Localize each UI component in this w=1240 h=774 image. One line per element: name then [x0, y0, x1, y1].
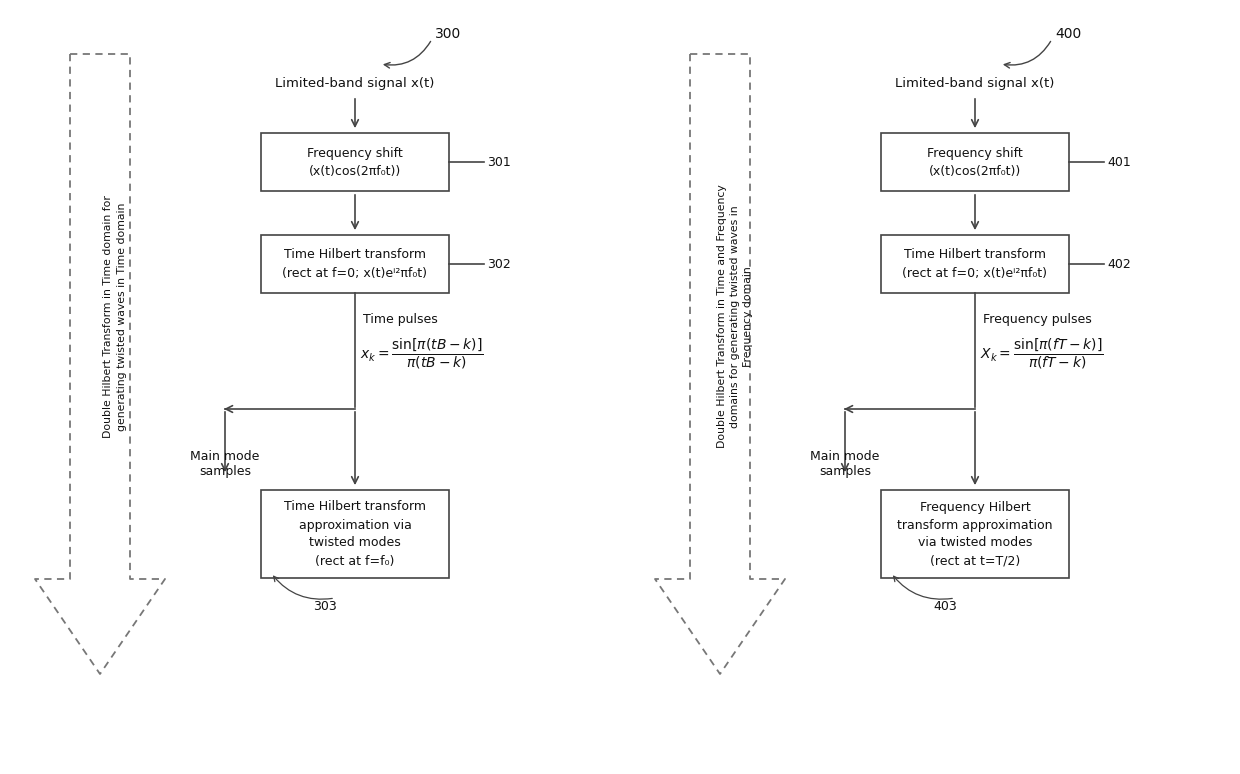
FancyBboxPatch shape: [880, 490, 1069, 578]
Text: 302: 302: [487, 258, 511, 270]
Text: 303: 303: [314, 600, 337, 612]
Text: Double Hilbert Transform in Time and Frequency
domains for generating twisted wa: Double Hilbert Transform in Time and Fre…: [717, 185, 753, 448]
Text: 401: 401: [1107, 156, 1131, 169]
Text: $X_k = \dfrac{\sin[\pi(fT-k)]}{\pi(fT-k)}$: $X_k = \dfrac{\sin[\pi(fT-k)]}{\pi(fT-k)…: [980, 337, 1104, 372]
Text: Limited-band signal x(t): Limited-band signal x(t): [275, 77, 435, 91]
FancyBboxPatch shape: [880, 133, 1069, 191]
Text: Limited-band signal x(t): Limited-band signal x(t): [895, 77, 1055, 91]
Text: Frequency pulses: Frequency pulses: [983, 313, 1091, 326]
Text: Time pulses: Time pulses: [363, 313, 438, 326]
Text: Frequency shift
(x(t)cos(2πf₀t)): Frequency shift (x(t)cos(2πf₀t)): [308, 146, 403, 177]
Text: 402: 402: [1107, 258, 1131, 270]
Text: Main mode
samples: Main mode samples: [810, 450, 879, 478]
Text: Frequency Hilbert
transform approximation
via twisted modes
(rect at t=T/2): Frequency Hilbert transform approximatio…: [898, 501, 1053, 567]
Text: $x_k = \dfrac{\sin[\pi(tB-k)]}{\pi(tB-k)}$: $x_k = \dfrac{\sin[\pi(tB-k)]}{\pi(tB-k)…: [360, 337, 484, 372]
Text: 403: 403: [934, 600, 957, 612]
FancyBboxPatch shape: [880, 235, 1069, 293]
Text: Double Hilbert Transform in Time domain for
generating twisted waves in Time dom: Double Hilbert Transform in Time domain …: [103, 195, 126, 438]
FancyBboxPatch shape: [260, 133, 449, 191]
FancyBboxPatch shape: [260, 490, 449, 578]
Text: 301: 301: [487, 156, 511, 169]
Text: Time Hilbert transform
(rect at f=0; x(t)eⁱ²πf₀t): Time Hilbert transform (rect at f=0; x(t…: [283, 248, 428, 279]
Text: Frequency shift
(x(t)cos(2πf₀t)): Frequency shift (x(t)cos(2πf₀t)): [928, 146, 1023, 177]
Text: Main mode
samples: Main mode samples: [190, 450, 259, 478]
Text: Time Hilbert transform
approximation via
twisted modes
(rect at f=f₀): Time Hilbert transform approximation via…: [284, 501, 427, 567]
Text: 300: 300: [435, 27, 461, 41]
FancyBboxPatch shape: [260, 235, 449, 293]
Text: 400: 400: [1055, 27, 1081, 41]
Text: Time Hilbert transform
(rect at f=0; x(t)eⁱ²πf₀t): Time Hilbert transform (rect at f=0; x(t…: [903, 248, 1048, 279]
